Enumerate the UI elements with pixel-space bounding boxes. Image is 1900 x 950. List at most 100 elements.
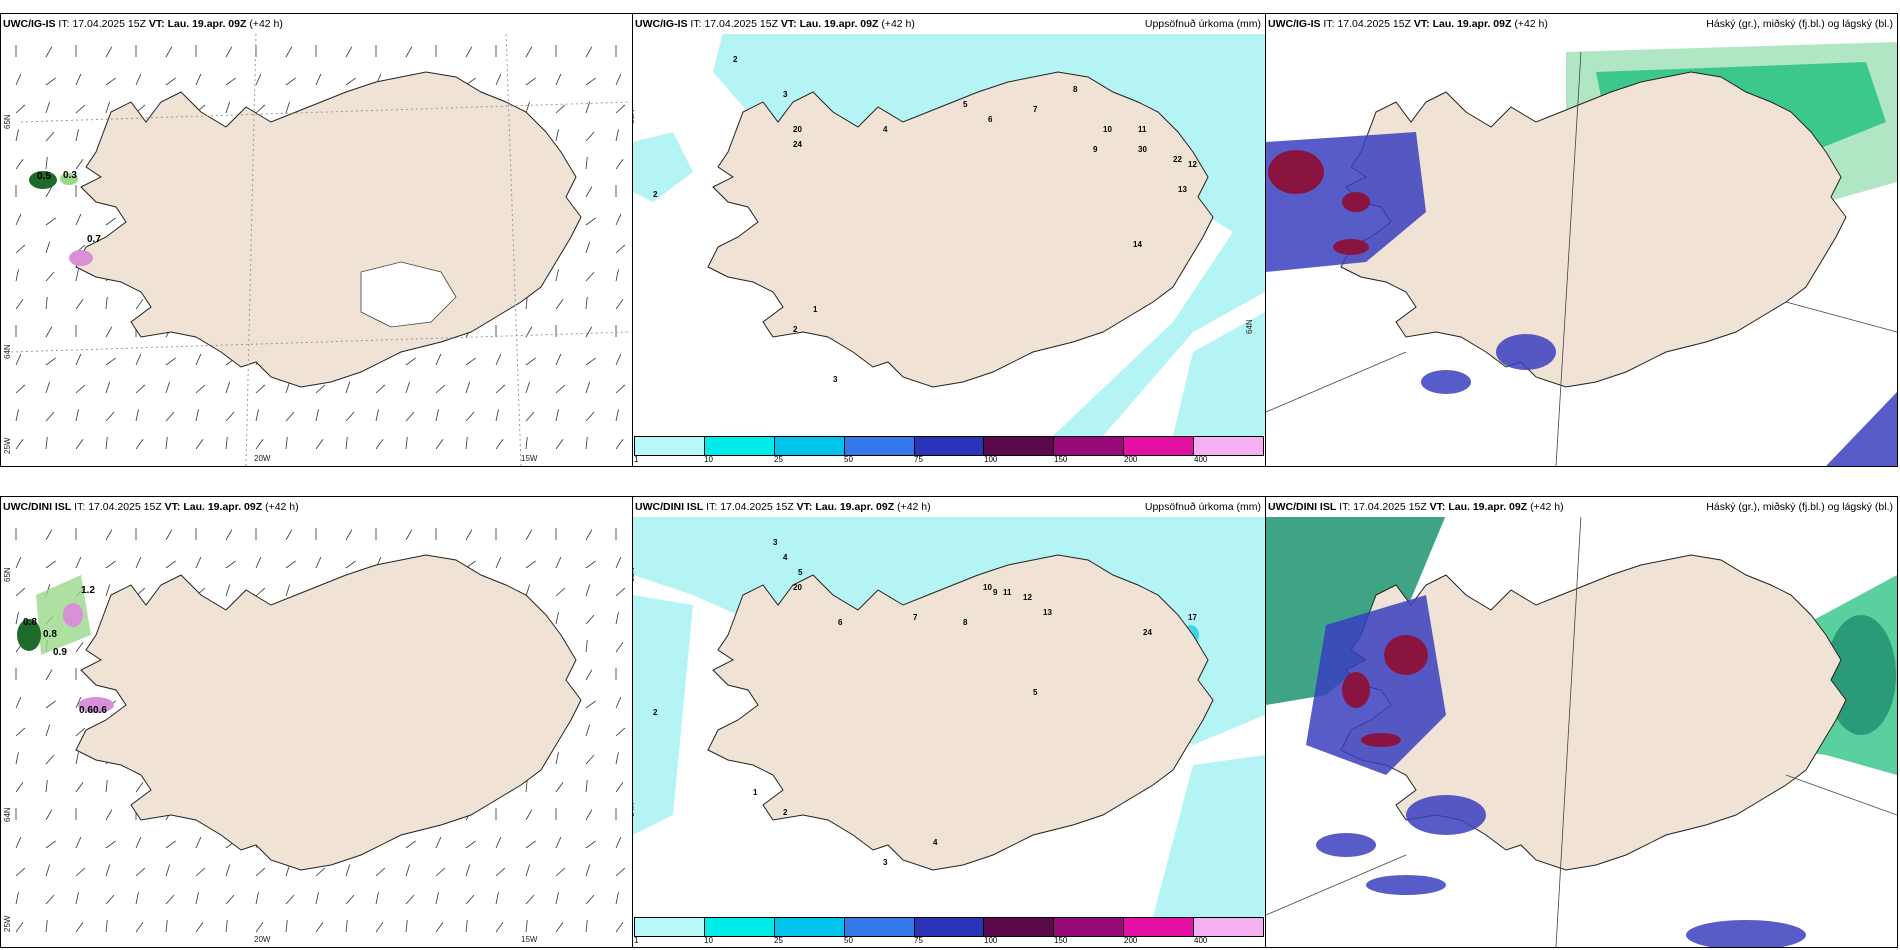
precip-value: 20 xyxy=(793,583,802,592)
vt-value: Lau. 19.apr. 09Z xyxy=(183,501,263,513)
wind-barb xyxy=(165,529,173,541)
wind-barb xyxy=(585,614,595,625)
wind-barb xyxy=(315,439,324,450)
wind-barb xyxy=(135,922,144,933)
wind-barb xyxy=(45,920,48,933)
it-label: IT: xyxy=(690,18,702,30)
precip-value: 13 xyxy=(1178,185,1187,194)
wind-barb xyxy=(375,922,384,933)
colorbar-segment xyxy=(1194,437,1264,455)
wind-barb xyxy=(465,840,476,849)
colorbar-label: 400 xyxy=(1194,936,1208,945)
wind-barb xyxy=(495,409,499,422)
wind-barb xyxy=(75,696,82,709)
colorbar-label: 75 xyxy=(914,936,923,945)
precip-value: 24 xyxy=(793,140,802,149)
wind-barb xyxy=(105,920,108,933)
wind-barb xyxy=(585,326,593,338)
it-value: 17.04.2025 15Z xyxy=(720,501,794,513)
wind-barb xyxy=(165,894,175,905)
wind-barb xyxy=(75,836,82,849)
wind-barb xyxy=(585,381,591,394)
vt-label: VT: xyxy=(1413,18,1430,30)
it-value: 17.04.2025 15Z xyxy=(88,501,162,513)
wind-barb xyxy=(285,584,291,597)
colorbar-label: 400 xyxy=(1194,455,1208,464)
wind-barb xyxy=(135,409,139,422)
wind-barb xyxy=(45,437,48,450)
wind-barb xyxy=(15,556,22,569)
wind-barb xyxy=(555,782,564,793)
wind-barb xyxy=(75,439,84,450)
wind-barb xyxy=(135,384,146,394)
wind-barb xyxy=(345,437,348,450)
wind-barb xyxy=(585,217,596,226)
model-name: UWC/IG-IS xyxy=(3,18,56,30)
wind-barb xyxy=(105,560,116,569)
wind-barb xyxy=(135,782,144,793)
wind-barb xyxy=(555,353,562,366)
wind-barb xyxy=(45,529,53,541)
wind-barb xyxy=(405,920,408,933)
wind-barb xyxy=(195,409,199,422)
wind-barb xyxy=(255,439,264,450)
wind-barb xyxy=(615,73,622,86)
wind-barb xyxy=(315,892,319,905)
lead-time: (+42 h) xyxy=(897,501,931,513)
wind-barb xyxy=(465,529,473,541)
wind-barb xyxy=(105,77,116,86)
panel-header: UWC/DINI ISL IT: 17.04.2025 15Z VT: Lau.… xyxy=(1266,497,1897,517)
panel-header: UWC/DINI ISL IT: 17.04.2025 15Z VT: Lau.… xyxy=(633,497,1265,517)
wind-barb xyxy=(555,612,559,625)
precip-value: 20 xyxy=(793,125,802,134)
wind-barb xyxy=(165,46,173,58)
wind-barb xyxy=(525,584,531,597)
wind-barb xyxy=(45,840,56,849)
wind-barb xyxy=(615,269,619,282)
wind-barb xyxy=(315,922,324,933)
wind-barb xyxy=(435,867,446,877)
wind-barb xyxy=(75,104,86,114)
wind-barb xyxy=(135,836,142,849)
wind-barb xyxy=(165,381,171,394)
wind-barb xyxy=(345,411,355,422)
panel-wind-dini: UWC/DINI ISL IT: 17.04.2025 15Z VT: Lau.… xyxy=(0,496,633,948)
wind-barb xyxy=(465,411,475,422)
it-label: IT: xyxy=(1323,18,1335,30)
low-cloud-area xyxy=(1268,150,1324,194)
wind-barb xyxy=(585,529,593,541)
colorbar-label: 75 xyxy=(914,455,923,464)
wind-barb xyxy=(555,587,566,597)
wind-barb xyxy=(585,584,591,597)
wind-barb xyxy=(405,840,416,849)
vt-label: VT: xyxy=(148,18,165,30)
model-name: UWC/DINI ISL xyxy=(3,501,72,513)
colorbar: 1 10 25 50 75 100 150 200 400 xyxy=(633,917,1265,947)
wind-barb xyxy=(195,73,202,86)
panel-clouds-ig-is: UWC/IG-IS IT: 17.04.2025 15Z VT: Lau. 19… xyxy=(1265,13,1898,467)
lat-tick: 64N xyxy=(632,802,636,817)
precip-value: 6 xyxy=(988,115,993,124)
wind-barb xyxy=(585,864,591,877)
colorbar-segment xyxy=(1124,918,1195,936)
wind-barb xyxy=(315,556,322,569)
wind-barb xyxy=(405,381,411,394)
colorbar-segment xyxy=(635,918,705,936)
wind-barb xyxy=(45,381,51,394)
wind-barb xyxy=(405,411,415,422)
wind-barb xyxy=(75,213,82,226)
precip-value: 5 xyxy=(1033,688,1038,697)
wind-barb xyxy=(285,894,295,905)
wind-barb xyxy=(165,437,168,450)
wind-barb xyxy=(105,529,113,541)
wind-barb xyxy=(615,587,626,597)
colorbar-segment xyxy=(1054,918,1125,936)
precip-value: 12 xyxy=(1023,593,1032,602)
wind-barb xyxy=(75,922,84,933)
wind-barb xyxy=(615,892,619,905)
map-title: Háský (gr.), miðský (fj.bl.) og lágský (… xyxy=(1706,18,1893,30)
wind-barb xyxy=(525,809,533,821)
wind-barb xyxy=(135,867,146,877)
wind-barb xyxy=(555,892,559,905)
